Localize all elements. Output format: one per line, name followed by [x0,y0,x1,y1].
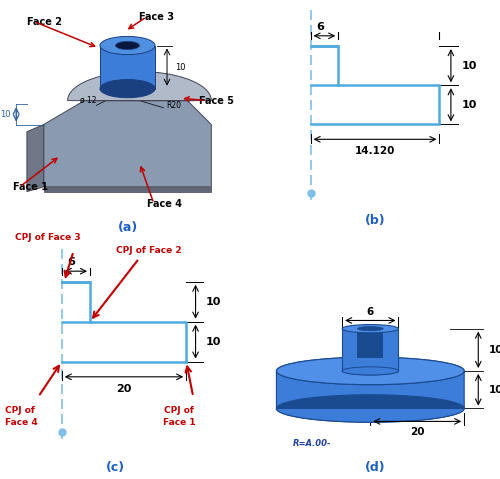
Text: Face 2: Face 2 [27,17,62,26]
Ellipse shape [342,367,398,375]
Text: 10: 10 [489,385,500,395]
Text: 6: 6 [366,307,374,317]
Ellipse shape [276,357,464,385]
Text: R20: R20 [166,101,181,110]
Text: 6: 6 [68,257,76,267]
Text: 20: 20 [410,427,424,437]
Polygon shape [44,187,211,192]
Text: 6: 6 [316,22,324,32]
Text: 10: 10 [206,297,222,307]
Text: ø 12: ø 12 [80,96,96,105]
Ellipse shape [358,327,383,331]
Polygon shape [276,357,464,422]
Text: 10: 10 [0,111,10,119]
Text: CPJ of: CPJ of [6,406,36,415]
Ellipse shape [116,41,140,50]
Ellipse shape [100,36,155,55]
Polygon shape [342,329,398,371]
Text: (d): (d) [364,461,386,474]
Polygon shape [100,46,155,89]
Ellipse shape [276,395,464,422]
Ellipse shape [100,80,155,98]
Text: CPJ of: CPJ of [164,406,194,415]
Text: CPJ of Face 2: CPJ of Face 2 [116,246,182,254]
Text: Face 3: Face 3 [140,12,174,22]
Text: Face 5: Face 5 [200,96,234,105]
Polygon shape [27,125,44,192]
Text: 10: 10 [206,337,222,347]
Text: (c): (c) [106,461,126,474]
Text: R=A.00-: R=A.00- [293,439,332,448]
Text: 10: 10 [176,63,186,71]
Text: 14.120: 14.120 [355,146,395,156]
Ellipse shape [342,325,398,333]
Text: CPJ of Face 3: CPJ of Face 3 [15,233,80,241]
Text: Face 1: Face 1 [163,418,196,427]
Text: 20: 20 [116,384,132,394]
Text: 10: 10 [489,345,500,355]
Text: (a): (a) [118,221,138,234]
Text: 10: 10 [461,61,476,71]
Text: (b): (b) [364,215,386,228]
Polygon shape [358,329,383,358]
Text: Face 4: Face 4 [146,199,182,208]
Text: 10: 10 [461,100,476,110]
Polygon shape [68,72,212,101]
Polygon shape [44,101,211,187]
Text: Face 1: Face 1 [12,182,48,192]
Text: Face 4: Face 4 [6,418,38,427]
